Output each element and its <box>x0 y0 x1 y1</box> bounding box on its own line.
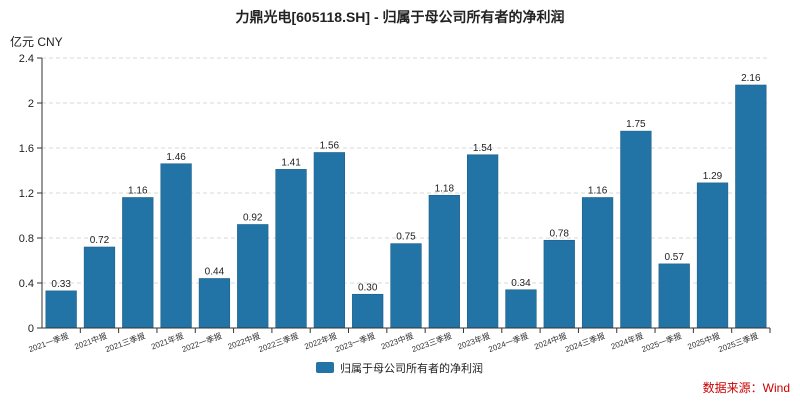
data-label: 0.33 <box>51 279 71 290</box>
x-tick-label: 2021中报 <box>73 330 108 351</box>
bar <box>275 169 307 329</box>
bar <box>428 194 460 329</box>
x-tick-label: 2022三季报 <box>257 330 300 354</box>
data-label: 0.75 <box>396 232 416 243</box>
bar <box>505 289 537 329</box>
y-tick-labels: 0 0.4 0.8 1.2 1.6 2 2.4 <box>19 53 34 335</box>
bar <box>122 197 154 329</box>
chart-title: 力鼎光电[605118.SH] - 归属于母公司所有者的净利润 <box>235 9 564 25</box>
x-tick-label: 2023年报 <box>456 330 491 351</box>
bar <box>543 239 575 329</box>
axes <box>41 58 770 329</box>
x-tick-label: 2023三季报 <box>410 330 453 354</box>
data-label: 2.16 <box>741 73 761 84</box>
data-label: 0.78 <box>550 228 570 239</box>
y-axis-unit: 亿元 CNY <box>10 34 63 49</box>
y-tick-label: 0.8 <box>19 233 34 245</box>
data-label: 0.34 <box>511 278 531 289</box>
bar <box>198 278 231 329</box>
source-note: 数据来源：Wind <box>703 380 790 395</box>
legend-label: 归属于母公司所有者的净利润 <box>340 361 483 375</box>
data-label: 0.57 <box>664 252 684 263</box>
y-tick-label: 1.2 <box>19 188 34 200</box>
data-label: 1.75 <box>626 119 646 130</box>
x-tick-label: 2025一季报 <box>640 330 683 354</box>
bar <box>620 130 652 329</box>
bar <box>735 84 767 329</box>
x-tick-label: 2022一季报 <box>180 330 223 354</box>
data-label: 1.16 <box>588 186 608 197</box>
y-tick-label: 2.4 <box>19 53 34 65</box>
data-label: 1.18 <box>435 183 455 194</box>
x-tick-label: 2022年报 <box>303 330 338 351</box>
x-tick-label: 2023中报 <box>380 330 415 351</box>
bar <box>581 197 614 329</box>
x-tick-label: 2024三季报 <box>564 330 607 354</box>
legend-swatch <box>316 362 334 373</box>
data-label: 0.44 <box>205 267 225 278</box>
data-label: 0.72 <box>90 235 110 246</box>
bars <box>45 84 767 329</box>
x-tick-label: 2024年报 <box>609 330 644 351</box>
y-tick-label: 0.4 <box>19 278 34 290</box>
bar <box>696 182 729 329</box>
x-tick-label: 2021三季报 <box>104 330 147 354</box>
bar <box>313 152 345 329</box>
x-tick-label: 2024中报 <box>533 330 568 351</box>
bar <box>83 246 116 329</box>
data-label: 1.56 <box>320 141 340 152</box>
bar <box>467 154 499 329</box>
x-tick-label: 2021年报 <box>150 330 185 351</box>
x-tick-label: 2025中报 <box>686 330 721 351</box>
y-tick-label: 0 <box>28 323 34 335</box>
x-tick-label: 2023一季报 <box>334 330 377 354</box>
data-label: 1.54 <box>473 143 493 154</box>
data-label: 1.29 <box>703 171 723 182</box>
bar <box>658 263 690 329</box>
legend: 归属于母公司所有者的净利润 <box>316 361 483 375</box>
bar <box>352 293 384 329</box>
bar <box>160 163 192 329</box>
data-labels: 0.33 0.72 1.16 1.46 0.44 0.92 1.41 1.56 0.30 0.75… <box>51 73 761 293</box>
bar <box>45 290 77 329</box>
x-tick-label: 2025三季报 <box>717 330 760 354</box>
x-tick-label: 2022中报 <box>226 330 261 351</box>
y-tick-label: 2 <box>28 98 34 110</box>
data-label: 1.41 <box>281 157 301 168</box>
data-label: 1.16 <box>128 186 148 197</box>
bar <box>237 224 269 329</box>
y-tick-label: 1.6 <box>19 143 34 155</box>
data-label: 0.30 <box>358 282 378 293</box>
data-label: 1.46 <box>166 152 186 163</box>
x-tick-label: 2024一季报 <box>487 330 530 354</box>
data-label: 0.92 <box>243 213 263 224</box>
bar <box>390 243 422 329</box>
